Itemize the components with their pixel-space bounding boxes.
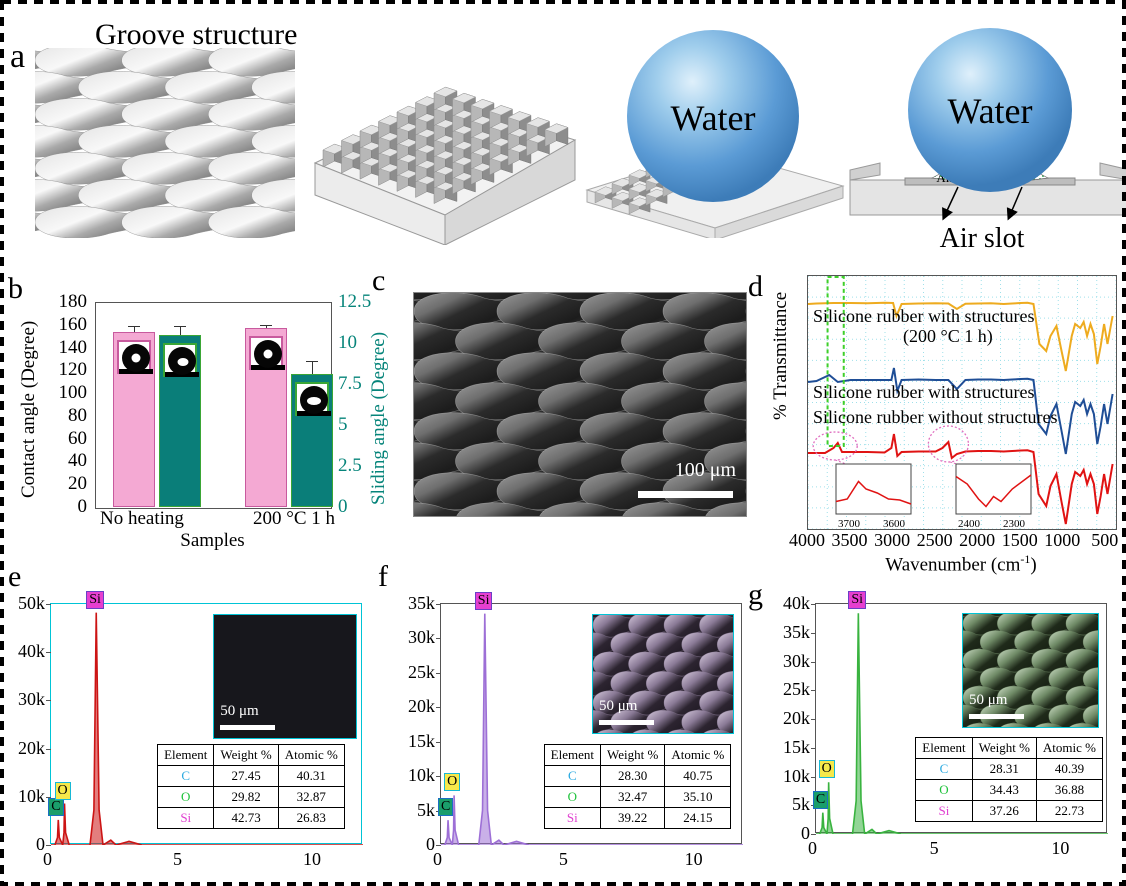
svg-text:Water: Water <box>947 91 1032 131</box>
svg-text:Air slot: Air slot <box>940 223 1025 254</box>
svg-text:Silicone rubber with structure: Silicone rubber with structures <box>813 382 1034 402</box>
svg-text:3600: 3600 <box>883 518 906 529</box>
svg-text:2300: 2300 <box>1003 518 1026 529</box>
svg-text:3700: 3700 <box>838 518 861 529</box>
svg-text:Silicone rubber without struct: Silicone rubber without structures <box>813 407 1057 427</box>
svg-text:Water: Water <box>670 98 755 138</box>
svg-text:(200 °C 1 h): (200 °C 1 h) <box>903 326 993 347</box>
svg-text:2400: 2400 <box>958 518 981 529</box>
svg-text:Silicone rubber with structure: Silicone rubber with structures <box>813 306 1034 326</box>
